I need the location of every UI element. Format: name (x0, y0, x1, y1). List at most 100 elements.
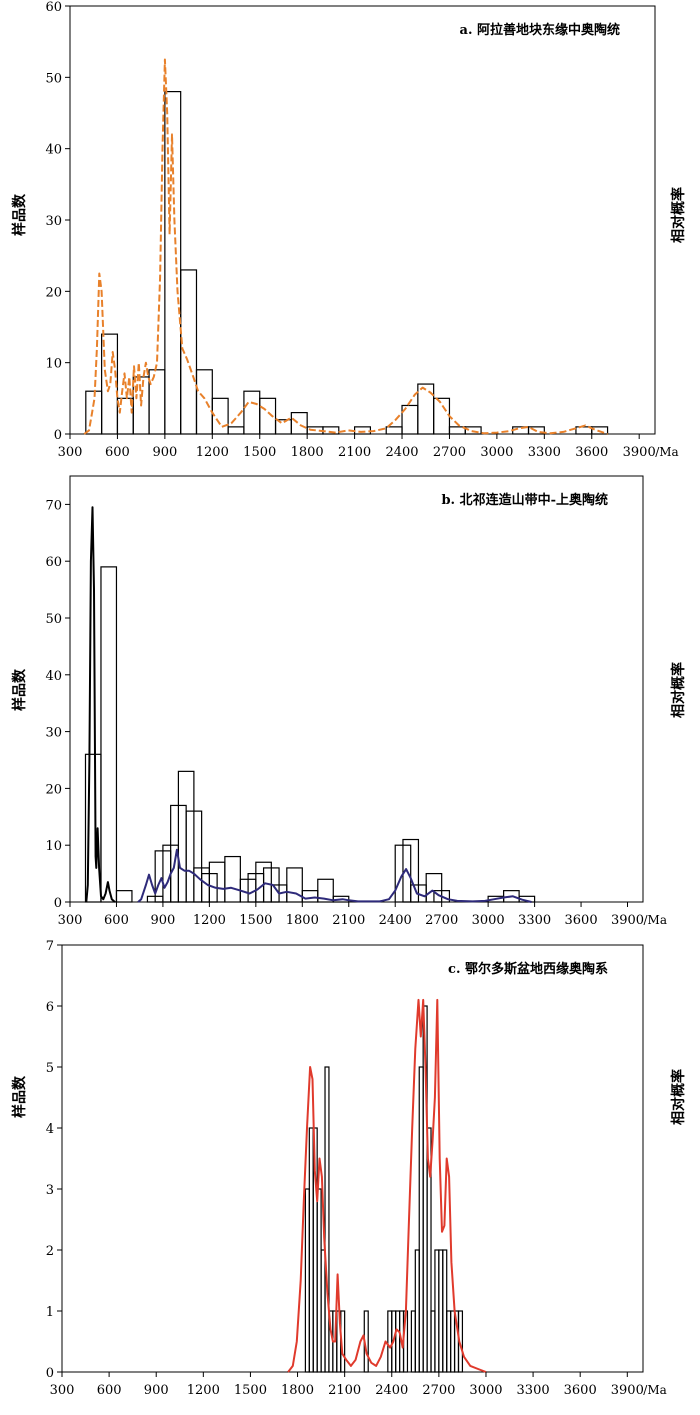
y-tick-label: 30 (45, 214, 62, 229)
histogram-bars (84, 566, 536, 903)
histogram-bar (211, 397, 229, 435)
y-tick-label: 20 (45, 782, 62, 797)
histogram-bars (304, 1005, 464, 1373)
x-tick-label: 600 (97, 1383, 122, 1398)
y-tick-label: 0 (54, 896, 62, 911)
panel-title: b. 北祁连造山带中-上奥陶统 (441, 492, 608, 508)
histogram-bar (195, 369, 213, 435)
x-tick-label: 300 (50, 1383, 75, 1398)
histogram-bar (224, 855, 241, 903)
x-tick-label: 3000 (469, 1383, 502, 1398)
x-tick-label: 2400 (385, 445, 418, 460)
probability-density-curve (287, 998, 487, 1373)
y-tick-label: 6 (46, 1000, 54, 1015)
histogram-bar (115, 890, 133, 903)
histogram-bar (332, 895, 350, 903)
y-tick-label: 10 (45, 839, 62, 854)
x-tick-label: 900 (151, 913, 176, 928)
y-tick-label: 40 (45, 143, 62, 158)
histogram-bar (100, 566, 118, 903)
histogram-bar (274, 419, 292, 435)
probability-density-curve (83, 58, 608, 435)
histogram-bar (527, 426, 545, 435)
y-tick-label: 5 (46, 1061, 54, 1076)
x-tick-label: 3900 (623, 445, 656, 460)
x-tick-label: 900 (152, 445, 177, 460)
x-tick-label: 1200 (187, 1383, 220, 1398)
secondary-y-axis-title: 相对概率 (670, 187, 687, 243)
histogram-bar (101, 333, 119, 435)
histogram-bars (85, 90, 609, 435)
x-tick-label: 2400 (375, 1383, 408, 1398)
y-tick-label: 1 (46, 1305, 54, 1320)
x-tick-label: 3600 (565, 913, 598, 928)
x-tick-label: 1800 (291, 445, 324, 460)
x-axis: 300 600 900 1200 1500 1800 2100 2400 2700 3000 330… (58, 434, 679, 460)
y-axis: 0 10 20 30 40 50 60 70 (45, 498, 70, 911)
x-tick-label: 3900 (611, 1383, 644, 1398)
histogram-bar (324, 1066, 330, 1373)
x-tick-label: 2100 (332, 913, 365, 928)
x-tick-label: 3600 (575, 445, 608, 460)
histogram-bar (385, 426, 403, 435)
histogram-bar (148, 369, 166, 435)
histogram-bar (85, 390, 103, 435)
y-tick-label: 60 (45, 555, 62, 570)
secondary-y-axis-title: 相对概率 (670, 662, 687, 718)
y-tick-label: 50 (45, 71, 62, 86)
panel-title: c. 鄂尔多斯盆地西缘奥陶系 (448, 961, 608, 977)
y-tick-label: 40 (45, 669, 62, 684)
histogram-bar (243, 390, 261, 435)
probability-density-curve (137, 848, 532, 903)
histogram-bar (301, 890, 319, 903)
y-tick-label: 50 (45, 612, 62, 627)
y-tick-label: 3 (46, 1183, 54, 1198)
y-tick-label: 4 (46, 1122, 54, 1137)
y-tick-label: 0 (54, 428, 62, 443)
y-tick-label: 20 (45, 285, 62, 300)
panel-a: 300 600 900 1200 1500 1800 2100 2400 2700 3000 330… (11, 0, 687, 460)
x-axis: 300 600 900 1200 1500 1800 2100 2400 2700 3000 330… (58, 902, 667, 928)
x-tick-label: 3600 (564, 1383, 597, 1398)
x-tick-label: 300 (58, 913, 83, 928)
x-tick-label: 1500 (234, 1383, 267, 1398)
panel-b: 300 600 900 1200 1500 1800 2100 2400 2700 3000 330… (11, 475, 687, 928)
y-tick-label: 7 (46, 939, 54, 954)
x-tick-label: 600 (105, 445, 130, 460)
x-tick-label: 2400 (379, 913, 412, 928)
y-tick-label: 10 (45, 357, 62, 372)
x-tick-label: 300 (58, 445, 83, 460)
y-axis-title: 样品数 (11, 1075, 28, 1118)
histogram-bar (286, 867, 303, 903)
histogram-bar (180, 269, 198, 435)
y-tick-label: 2 (46, 1244, 54, 1259)
x-axis-unit: /Ma (644, 913, 667, 927)
histogram-bar (317, 878, 334, 903)
x-tick-label: 2700 (425, 913, 458, 928)
y-tick-label: 0 (46, 1366, 54, 1381)
x-tick-label: 1200 (196, 445, 229, 460)
x-axis: 300 600 900 1200 1500 1800 2100 2400 2700 3000 330… (50, 1372, 667, 1398)
histogram-bar (464, 426, 482, 435)
y-tick-label: 30 (45, 726, 62, 741)
x-tick-label: 2700 (422, 1383, 455, 1398)
y-tick-label: 60 (45, 0, 62, 15)
histogram-bar (591, 426, 609, 435)
x-tick-label: 3900 (611, 913, 644, 928)
histogram-bar (426, 1127, 432, 1373)
x-tick-label: 1800 (281, 1383, 314, 1398)
plot-frame (61, 944, 644, 1373)
histogram-bar (259, 397, 277, 435)
x-tick-label: 3300 (517, 1383, 550, 1398)
y-axis-title: 样品数 (11, 668, 28, 711)
x-tick-label: 3000 (472, 913, 505, 928)
x-tick-label: 2100 (328, 1383, 361, 1398)
histogram-bar (290, 412, 308, 435)
probability-density-curve-secondary (85, 506, 116, 903)
x-axis-unit: /Ma (643, 1383, 666, 1397)
y-axis: 0 1 2 3 4 5 6 7 (46, 939, 62, 1381)
y-tick-label: 70 (45, 498, 62, 513)
x-tick-label: 1800 (286, 913, 319, 928)
secondary-y-axis-title: 相对概率 (670, 1069, 687, 1125)
